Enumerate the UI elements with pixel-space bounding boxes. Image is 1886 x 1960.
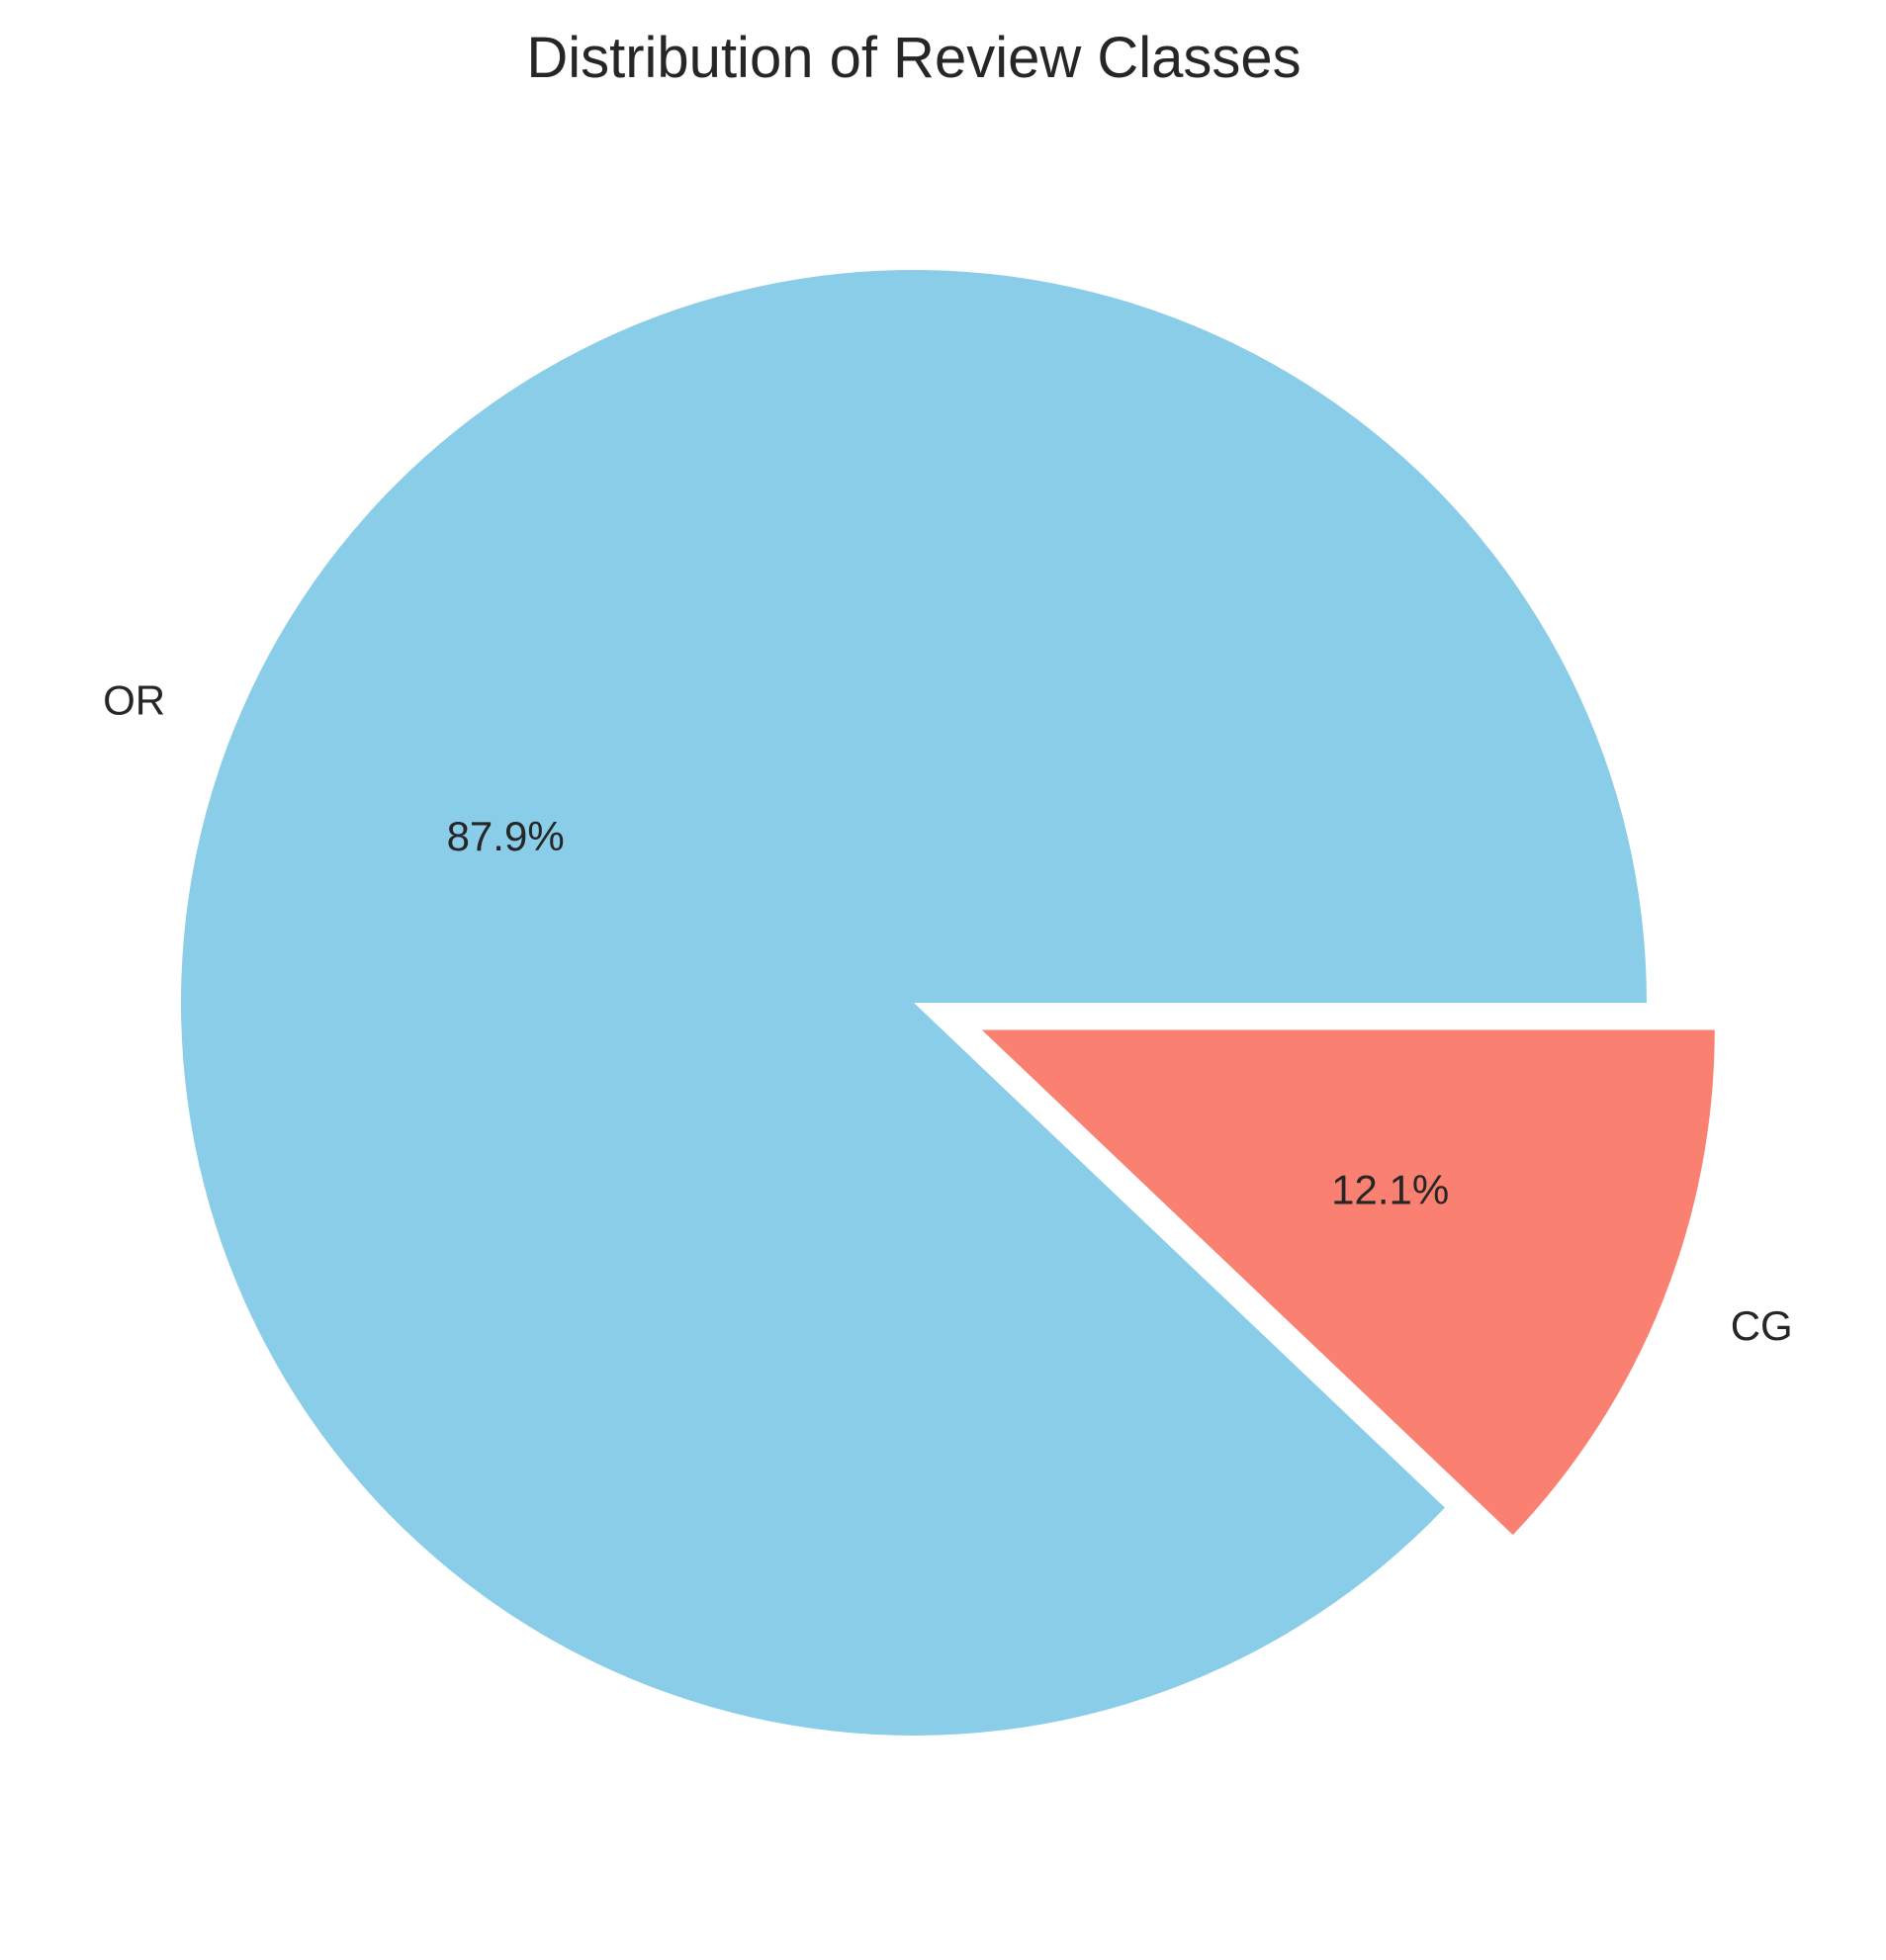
pie-slice-or bbox=[180, 270, 1648, 1737]
chart-title: Distribution of Review Classes bbox=[526, 26, 1301, 90]
slice-percent-or: 87.9% bbox=[447, 813, 565, 859]
pie-labels: OR 87.9% CG 12.1% bbox=[103, 677, 1793, 1349]
slice-label-cg: CG bbox=[1731, 1302, 1793, 1349]
slice-percent-cg: 12.1% bbox=[1331, 1167, 1449, 1213]
pie-slices bbox=[180, 270, 1715, 1737]
pie-slice-cg bbox=[981, 1029, 1715, 1536]
slice-label-or: OR bbox=[103, 677, 165, 724]
